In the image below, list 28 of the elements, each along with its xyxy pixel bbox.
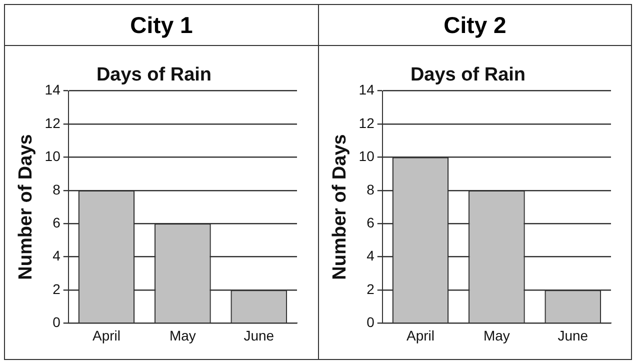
y-tick-label: 6 [52, 214, 61, 230]
x-tick-label: May [169, 327, 196, 344]
y-tick-label: 2 [52, 280, 61, 297]
y-tick-label: 14 [44, 82, 61, 98]
chart-title: City 2 [319, 5, 631, 46]
y-tick-label: 0 [366, 314, 375, 330]
x-tick-label: June [558, 327, 588, 344]
y-tick-label: 4 [366, 248, 375, 264]
y-tick-label: 8 [52, 181, 61, 198]
y-tick-label: 12 [358, 114, 375, 131]
y-axis-title: Number of Days [330, 134, 351, 280]
y-tick-label: 10 [358, 148, 375, 164]
chart-subtitle: Days of Rain [410, 64, 526, 86]
y-tick-label: 2 [366, 280, 375, 297]
y-tick-label: 10 [44, 148, 61, 164]
x-tick-label: April [92, 327, 120, 344]
y-tick-label: 6 [366, 214, 375, 230]
y-tick-label: 4 [52, 248, 61, 264]
y-tick-label: 8 [366, 181, 375, 198]
y-axis-title: Number of Days [16, 134, 37, 280]
chart-subtitle: Days of Rain [96, 64, 212, 86]
x-tick-label: May [483, 327, 510, 344]
x-tick-label: April [406, 327, 434, 344]
chart-title: City 1 [5, 5, 318, 46]
y-tick-label: 12 [44, 114, 61, 131]
x-tick-label: June [244, 327, 274, 344]
y-tick-label: 14 [358, 82, 375, 98]
y-tick-label: 0 [52, 314, 61, 330]
